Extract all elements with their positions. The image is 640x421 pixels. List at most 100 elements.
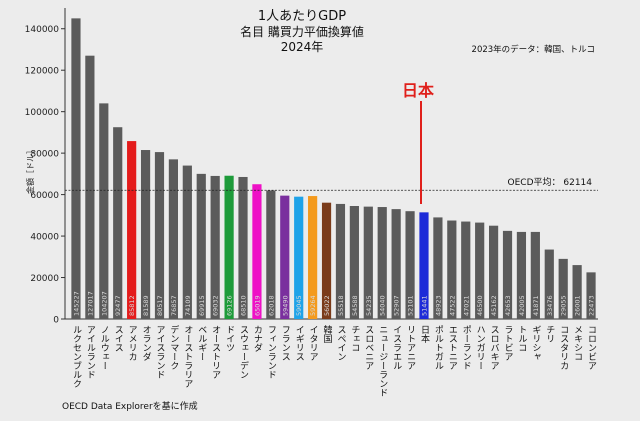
bar-4 [113, 127, 123, 319]
oecd-average-label: OECD平均： 62114 [508, 176, 593, 188]
bar-32 [502, 230, 513, 319]
bar-value-label: 145227 [72, 291, 80, 316]
y-tick-label: 40000 [30, 233, 59, 243]
y-axis-label: 金額［ドル］ [25, 146, 35, 194]
bar-7 [154, 152, 165, 319]
bar-5 [127, 141, 137, 319]
bar-36 [558, 258, 568, 319]
bar-value-label: 59264 [309, 295, 317, 316]
category-label: ハンガリー [475, 325, 486, 370]
bar-11 [210, 175, 220, 319]
bar-value-label: 68510 [240, 295, 248, 316]
category-label: フィンランド [266, 325, 276, 379]
category-label: コロンビア [586, 325, 596, 370]
bar-value-label: 80517 [156, 295, 164, 316]
bar-value-label: 69915 [198, 295, 206, 316]
bar-24 [391, 209, 401, 319]
category-label: リトアニア [405, 325, 416, 370]
source-note: OECD Data Explorerを基に作成 [62, 400, 198, 412]
bar-value-label: 52101 [407, 295, 415, 316]
bar-value-label: 46500 [476, 295, 484, 316]
bar-value-label: 76857 [170, 295, 178, 316]
category-label: デンマーク [168, 324, 179, 370]
y-tick-label: 60000 [30, 191, 59, 201]
y-tick-label: 140000 [25, 25, 60, 35]
bar-value-label: 69032 [212, 295, 220, 316]
category-label: 韓国 [322, 325, 333, 344]
bar-15 [266, 190, 276, 319]
bar-26 [419, 212, 429, 319]
chart-subtitle-line2: 2024年 [281, 40, 324, 54]
bar-value-label: 54235 [365, 295, 373, 316]
bar-9 [182, 165, 192, 319]
category-label: ラトビア [503, 325, 513, 361]
category-label: アイスランド [154, 325, 165, 379]
bar-21 [349, 206, 359, 319]
category-label: イスラエル [391, 325, 402, 370]
japan-highlight-label: 日本 [402, 81, 434, 100]
category-label: ノルウェー [99, 325, 110, 370]
bar-value-label: 104207 [100, 291, 108, 316]
chart-subtitle-line1: 名目 購買力平価換算値 [240, 24, 364, 39]
bar-28 [447, 220, 457, 319]
bar-29 [461, 221, 471, 319]
bar-10 [196, 173, 206, 319]
category-label: チリ [544, 325, 555, 343]
bar-value-label: 65019 [253, 295, 261, 316]
bar-value-label: 74109 [184, 295, 192, 316]
bar-25 [405, 211, 415, 319]
category-label: オーストリア [210, 325, 221, 379]
data-note: 2023年のデータ：韓国、トルコ [472, 44, 595, 55]
y-tick-label: 0 [53, 316, 59, 326]
bar-value-label: 62018 [267, 295, 275, 316]
y-tick-label: 80000 [30, 150, 59, 160]
bar-value-label: 59045 [295, 295, 303, 316]
bar-18 [308, 196, 318, 319]
category-label: スイス [113, 325, 124, 352]
category-label: オランダ [141, 325, 152, 361]
bar-value-label: 54040 [379, 295, 387, 316]
category-label: イギリス [294, 325, 305, 361]
bar-23 [377, 207, 387, 319]
bar-value-label: 22473 [588, 295, 596, 316]
bar-34 [530, 231, 540, 319]
bar-value-label: 55518 [337, 295, 345, 316]
bar-19 [321, 202, 332, 319]
bar-30 [475, 222, 485, 319]
category-label: ニュージーランド [377, 325, 388, 397]
category-label: チェコ [349, 325, 360, 352]
bar-value-label: 85812 [128, 295, 136, 316]
category-label: オーストラリア [182, 325, 193, 388]
bar-6 [140, 150, 151, 319]
bar-37 [572, 265, 582, 319]
category-label: ポーランド [461, 325, 472, 370]
bar-8 [168, 159, 179, 319]
bar-2 [85, 55, 95, 319]
y-tick-label: 20000 [30, 274, 59, 284]
bar-22 [363, 206, 373, 319]
bar-13 [238, 176, 248, 319]
bar-27 [433, 217, 443, 319]
category-label: スウェーデン [238, 325, 249, 379]
bar-33 [516, 231, 527, 319]
bar-value-label: 81589 [142, 295, 150, 316]
bar-value-label: 41871 [532, 295, 540, 316]
bar-value-label: 59490 [281, 295, 289, 316]
category-label: フランス [280, 325, 290, 361]
category-label: メキシコ [572, 325, 582, 361]
category-label: スロバキア [489, 325, 500, 370]
bar-value-label: 92477 [114, 295, 122, 316]
y-tick-label: 120000 [25, 67, 60, 77]
bar-value-label: 48923 [434, 295, 442, 316]
bar-value-label: 26001 [574, 295, 582, 316]
bar-value-label: 42653 [504, 295, 512, 316]
bar-16 [280, 195, 290, 319]
bar-value-label: 52907 [393, 295, 401, 316]
category-label: ポルトガル [433, 325, 444, 370]
bar-20 [335, 203, 346, 319]
bar-value-label: 29055 [560, 295, 568, 316]
bar-14 [252, 184, 262, 319]
category-label: アメリカ [127, 325, 137, 361]
y-tick-label: 100000 [25, 108, 60, 118]
bar-value-label: 45162 [490, 295, 498, 316]
